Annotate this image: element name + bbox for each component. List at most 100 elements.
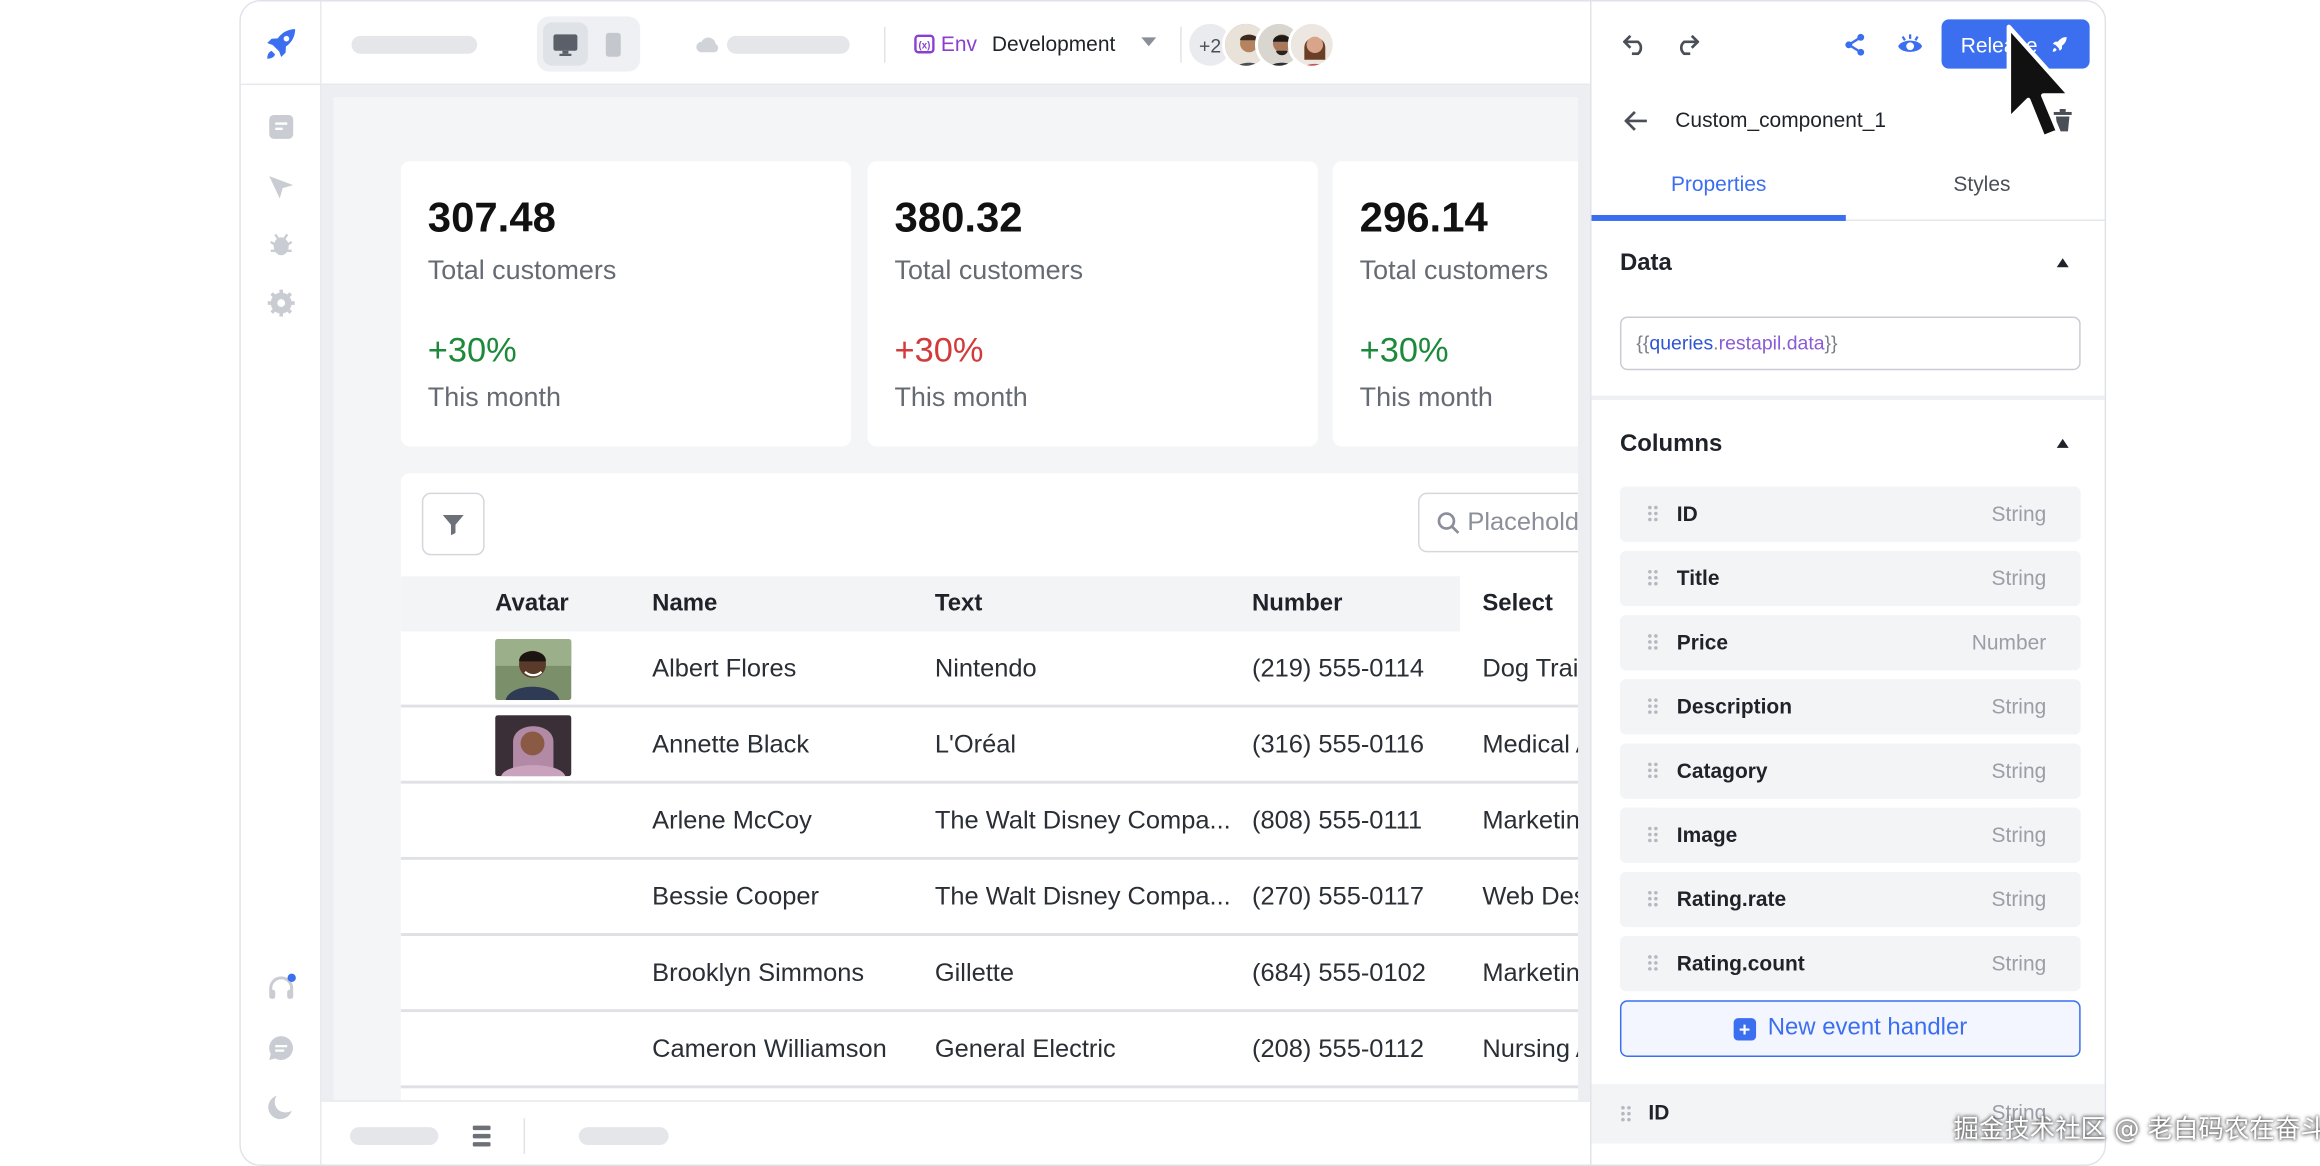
collapse-caret-icon[interactable] xyxy=(2056,438,2069,448)
back-arrow-icon[interactable] xyxy=(1624,110,1648,131)
stat-value: 307.48 xyxy=(427,194,556,241)
drag-handle-icon[interactable] xyxy=(1647,826,1659,844)
support-headset-icon[interactable] xyxy=(266,973,296,1003)
column-config-row[interactable]: Description String xyxy=(1619,679,2081,735)
component-name[interactable]: Custom_component_1 xyxy=(1675,107,1887,132)
dark-mode-moon-icon[interactable] xyxy=(266,1091,296,1121)
stat-label: Total customers xyxy=(1359,255,1549,286)
drag-handle-icon[interactable] xyxy=(1647,761,1659,779)
left-rail xyxy=(240,1,322,1165)
filter-funnel-icon xyxy=(442,515,464,536)
rocket-logo-icon[interactable] xyxy=(260,24,302,66)
column-header[interactable]: Name xyxy=(652,591,718,617)
tab-properties[interactable]: Properties xyxy=(1591,151,1846,221)
drag-handle-icon[interactable] xyxy=(1647,569,1659,587)
cell-text: The Walt Disney Compa... xyxy=(934,882,1231,911)
data-binding-input[interactable]: {{queries.restapil.data}} xyxy=(1619,316,2081,371)
canvas-footer xyxy=(321,1100,1591,1165)
new-event-handler-label: New event handler xyxy=(1767,1015,1968,1041)
svg-text:(x): (x) xyxy=(918,40,930,51)
column-header[interactable]: Number xyxy=(1251,591,1343,617)
drag-handle-icon[interactable] xyxy=(1647,890,1659,908)
data-section-title[interactable]: Data xyxy=(1619,250,1672,277)
environment-selector[interactable]: (x) Env Development xyxy=(914,31,1115,55)
table-row[interactable]: Albert Flores Nintendo (219) 555-0114 Do… xyxy=(400,631,1579,708)
column-config-row[interactable]: Image String xyxy=(1619,807,2081,863)
column-config-row[interactable]: Price Number xyxy=(1619,615,2081,671)
table-row[interactable]: Annette Black L'Oréal (316) 555-0116 Med… xyxy=(400,707,1579,784)
delete-trash-icon[interactable] xyxy=(2052,108,2073,133)
table-row[interactable]: Bessie Cooper The Walt Disney Compa... (… xyxy=(400,859,1579,937)
settings-gear-icon[interactable] xyxy=(266,288,296,318)
column-header[interactable]: Avatar xyxy=(495,591,569,617)
layers-icon[interactable] xyxy=(472,1124,491,1148)
table-row[interactable]: Cameron Williamson General Electric (208… xyxy=(400,1012,1579,1089)
share-icon xyxy=(1845,33,1865,56)
column-type: String xyxy=(1991,694,2047,719)
mobile-view-button[interactable] xyxy=(591,22,636,65)
stat-card[interactable]: 307.48 Total customers +30% This month xyxy=(400,161,852,447)
column-header[interactable]: Select xyxy=(1482,591,1553,617)
watermark-text: 掘金技术社区 @ 老白码农在奋斗 xyxy=(1953,1115,2320,1146)
stat-value: 296.14 xyxy=(1359,194,1488,241)
drag-handle-icon[interactable] xyxy=(1647,505,1659,523)
preview-eye-icon xyxy=(1898,34,1923,52)
cell-select: Marketing Coordinator xyxy=(1482,806,1578,835)
data-table[interactable]: Placeholder Avatar Name Text Number Sele… xyxy=(400,473,1579,1101)
column-config-row[interactable]: ID String xyxy=(1619,486,2081,542)
drag-handle-icon[interactable] xyxy=(1647,633,1659,651)
table-row[interactable]: Arlene McCoy The Walt Disney Compa... (8… xyxy=(400,783,1579,860)
properties-panel: Release Custom_component_1 Properties St… xyxy=(1590,1,2105,1165)
desktop-view-button[interactable] xyxy=(542,22,588,66)
column-name: Price xyxy=(1676,630,1729,654)
cell-name: Arlene McCoy xyxy=(652,806,812,835)
save-status-placeholder xyxy=(726,35,850,54)
tab-styles[interactable]: Styles xyxy=(1953,171,2011,196)
column-type: String xyxy=(1991,950,2047,975)
column-config-row[interactable]: Title String xyxy=(1619,550,2081,607)
cell-number: (808) 555-0111 xyxy=(1251,806,1423,835)
undo-button[interactable] xyxy=(1618,28,1651,61)
table-row[interactable]: Brooklyn Simmons Gillette (684) 555-0102… xyxy=(400,936,1579,1013)
redo-button[interactable] xyxy=(1671,28,1704,61)
column-config-row[interactable]: Rating.count String xyxy=(1619,936,2081,992)
column-name: Rating.count xyxy=(1676,950,1805,975)
drag-handle-icon[interactable] xyxy=(1620,1105,1632,1123)
env-caret-down-icon[interactable] xyxy=(1141,37,1157,47)
column-config-row[interactable]: ID String xyxy=(1591,1083,2105,1144)
binding-close-braces: }} xyxy=(1824,331,1838,354)
column-config-row[interactable]: Catagory String xyxy=(1619,743,2081,799)
drag-handle-icon[interactable] xyxy=(1647,954,1659,972)
column-type: String xyxy=(1991,758,2047,783)
bug-icon[interactable] xyxy=(266,230,296,260)
app-name-placeholder xyxy=(351,35,478,54)
chat-icon[interactable] xyxy=(266,1033,296,1063)
filter-button[interactable] xyxy=(421,492,485,556)
column-type: String xyxy=(1991,565,2047,590)
stat-card[interactable]: 380.32 Total customers +30% This month xyxy=(867,161,1318,447)
table-search-input[interactable]: Placeholder xyxy=(1418,492,1579,553)
desktop-icon xyxy=(553,33,578,56)
drag-handle-icon[interactable] xyxy=(1647,697,1659,715)
footer-placeholder xyxy=(350,1127,439,1146)
column-name: Image xyxy=(1676,822,1738,847)
column-type: String xyxy=(1991,1100,2047,1125)
share-button[interactable] xyxy=(1838,28,1871,61)
cloud-icon xyxy=(696,37,719,53)
env-value: Development xyxy=(991,31,1116,56)
column-config-row[interactable]: Rating.rate String xyxy=(1619,871,2081,928)
collapse-caret-icon[interactable] xyxy=(2056,258,2069,268)
mouse-pointer-icon xyxy=(2006,24,2073,140)
column-header[interactable]: Text xyxy=(934,591,983,617)
row-avatar-image xyxy=(495,715,572,777)
collaborator-avatar[interactable] xyxy=(1287,20,1336,69)
cell-name: Bessie Cooper xyxy=(652,882,819,911)
stat-period: This month xyxy=(427,382,561,413)
send-icon[interactable] xyxy=(266,172,296,202)
columns-section-title[interactable]: Columns xyxy=(1619,431,1723,457)
binding-object: queries xyxy=(1649,331,1714,354)
pages-icon[interactable] xyxy=(266,112,296,142)
preview-button[interactable] xyxy=(1894,28,1927,61)
new-event-handler-button[interactable]: + New event handler xyxy=(1619,1000,2081,1057)
stat-card[interactable]: 296.14 Total customers +30% This month xyxy=(1332,161,1579,447)
